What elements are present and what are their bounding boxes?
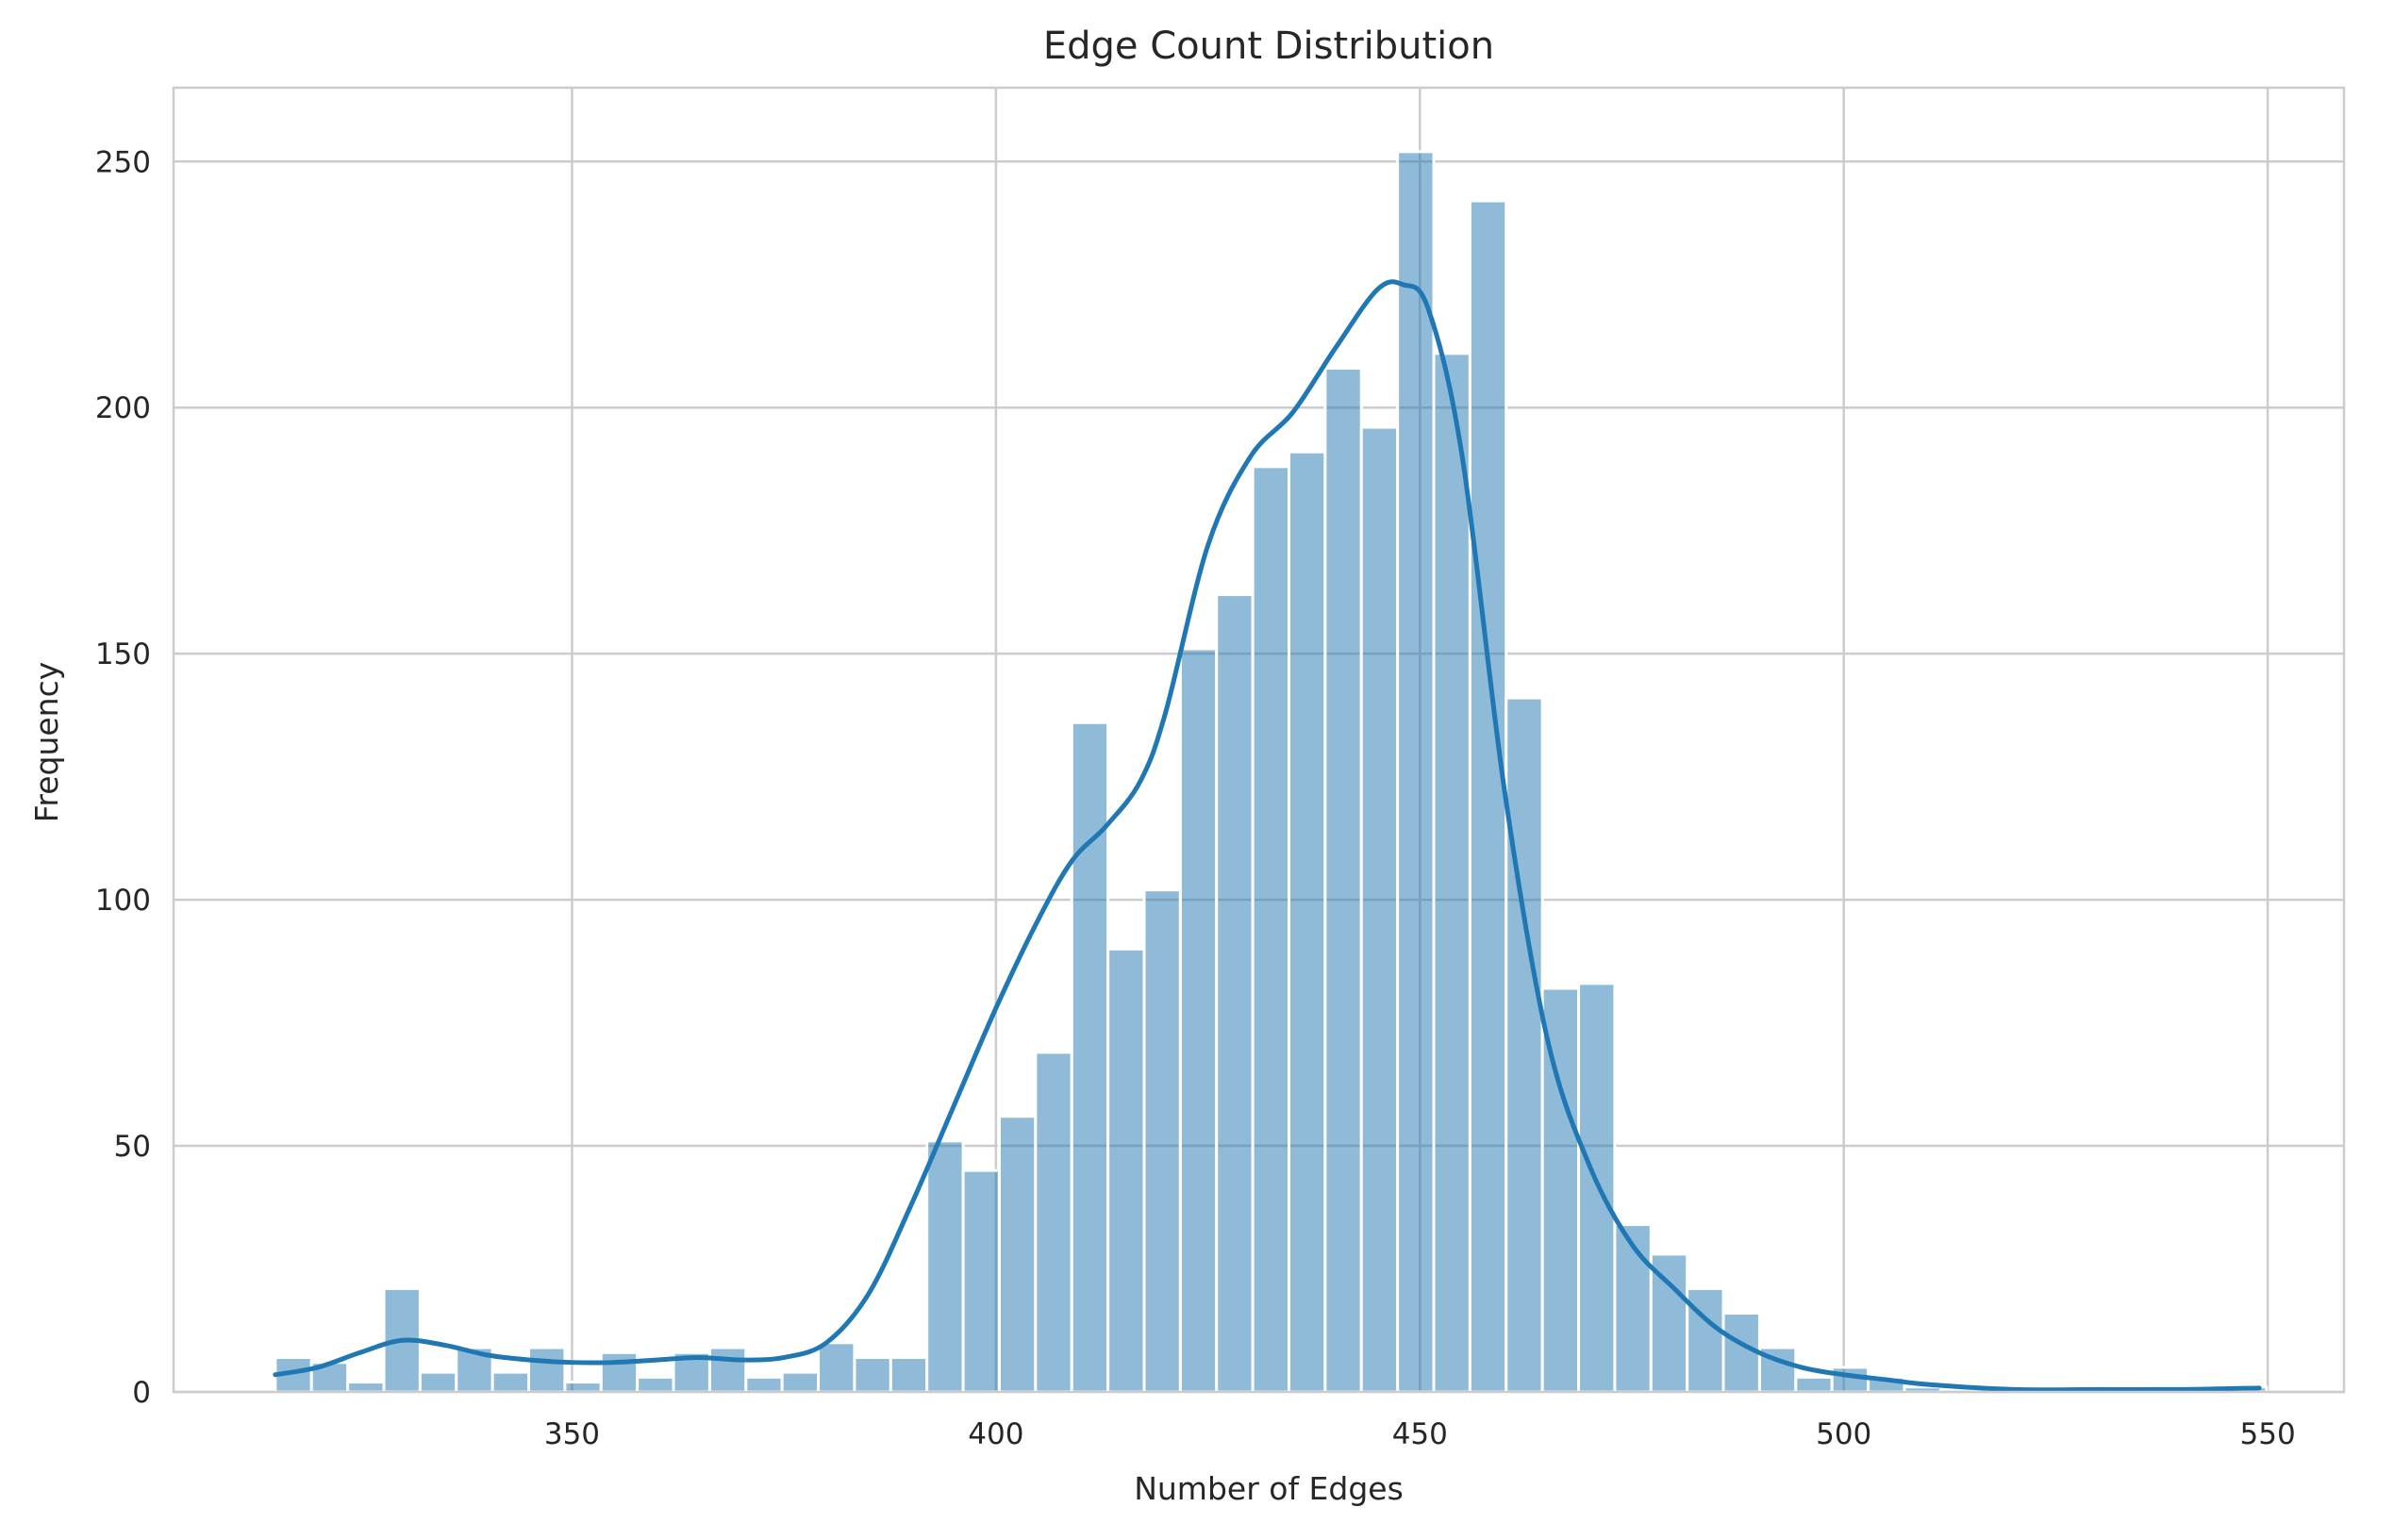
histogram-bar	[1830, 1366, 1870, 1394]
histogram-bar	[418, 1370, 458, 1394]
histogram-bar	[925, 1139, 965, 1394]
histogram-bar	[1468, 199, 1508, 1394]
y-tick-label: 0	[132, 1376, 151, 1410]
histogram-bar	[889, 1355, 929, 1394]
histogram-bar	[1034, 1051, 1073, 1394]
x-tick-labels: 350 400 450 500 550	[544, 1417, 2296, 1451]
histogram-bar	[346, 1381, 386, 1394]
histogram-bar	[527, 1346, 567, 1394]
histogram-bar	[599, 1350, 640, 1394]
y-tick-labels: 0 50 100 150 200 250	[95, 145, 151, 1410]
kde-curve	[273, 279, 2262, 1393]
histogram-bar	[1359, 425, 1400, 1394]
histogram-bar	[1070, 720, 1110, 1394]
histogram-bar	[1142, 888, 1182, 1394]
histogram-bar	[744, 1375, 784, 1394]
histogram-bar	[1106, 947, 1146, 1394]
y-tick-label: 50	[114, 1130, 151, 1164]
y-tick-label: 100	[95, 884, 151, 918]
histogram-bar	[1396, 150, 1436, 1394]
x-tick-label: 450	[1392, 1417, 1448, 1451]
histogram-bar	[1251, 465, 1290, 1394]
histogram-bar	[1323, 366, 1363, 1394]
histogram-bar	[490, 1370, 531, 1394]
histogram-bar	[1215, 593, 1255, 1394]
y-tick-label: 250	[95, 145, 151, 179]
histogram-bar	[636, 1375, 675, 1394]
histogram-bar	[1540, 986, 1581, 1394]
x-axis-label: Number of Edges	[1134, 1470, 1404, 1507]
x-tick-label: 500	[1816, 1417, 1871, 1451]
histogram-bar	[309, 1361, 350, 1394]
x-tick-label: 400	[968, 1417, 1023, 1451]
histogram-bar	[1432, 352, 1471, 1394]
histogram-bar	[961, 1168, 1001, 1394]
kde-line	[273, 279, 2262, 1393]
histogram-bar	[563, 1381, 603, 1394]
y-tick-label: 200	[95, 391, 151, 425]
histogram-bar	[817, 1341, 856, 1394]
x-tick-label: 350	[544, 1417, 600, 1451]
histogram-bar	[707, 1346, 748, 1394]
chart-title: Edge Count Distribution	[1043, 25, 1494, 68]
histogram-bar	[853, 1355, 892, 1394]
histogram-bar	[1505, 696, 1544, 1394]
histogram-bar	[1287, 450, 1327, 1394]
y-tick-label: 150	[95, 638, 151, 671]
histogram-bar	[1613, 1223, 1653, 1394]
y-axis-label: Frequency	[28, 662, 65, 822]
x-tick-label: 550	[2240, 1417, 2296, 1451]
histogram-bar	[997, 1115, 1038, 1394]
histogram-bar	[780, 1370, 821, 1394]
histogram-bar	[1178, 647, 1219, 1394]
axes-frame	[172, 86, 2346, 1394]
histogram-bar	[1794, 1375, 1834, 1394]
